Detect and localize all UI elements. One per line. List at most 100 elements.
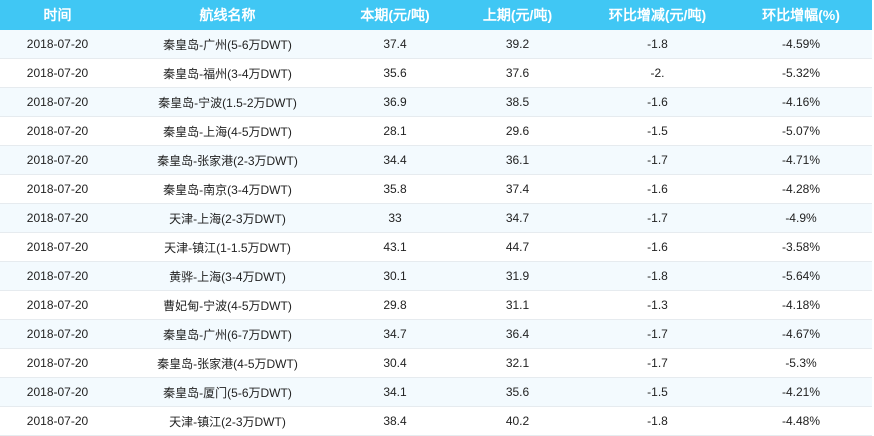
cell-date: 2018-07-20 [0,319,115,349]
table-row: 2018-07-20 秦皇岛-张家港(4-5万DWT) 30.4 32.1 -1.7 -5… [0,348,872,378]
cell-route: 天津-镇江(2-3万DWT) [115,406,340,436]
cell-date: 2018-07-20 [0,261,115,291]
cell-date: 2018-07-20 [0,174,115,204]
table-row: 2018-07-20 秦皇岛-张家港(2-3万DWT) 34.4 36.1 -1.7 -4… [0,145,872,175]
cell-change: -1.8 [585,261,730,291]
cell-change-pct: -4.28% [730,174,872,204]
cell-current: 36.9 [340,87,450,117]
cell-change-pct: -5.3% [730,348,872,378]
cell-date: 2018-07-20 [0,290,115,320]
header-route: 航线名称 [115,0,340,30]
cell-route: 秦皇岛-宁波(1.5-2万DWT) [115,87,340,117]
cell-change-pct: -5.64% [730,261,872,291]
cell-change-pct: -4.48% [730,406,872,436]
cell-current: 38.4 [340,406,450,436]
cell-route: 秦皇岛-张家港(4-5万DWT) [115,348,340,378]
cell-current: 30.1 [340,261,450,291]
cell-route: 秦皇岛-张家港(2-3万DWT) [115,145,340,175]
cell-change: -1.6 [585,174,730,204]
cell-previous: 31.1 [450,290,585,320]
cell-previous: 32.1 [450,348,585,378]
cell-date: 2018-07-20 [0,116,115,146]
cell-previous: 36.1 [450,145,585,175]
table-row: 2018-07-20 黄骅-上海(3-4万DWT) 30.1 31.9 -1.8 -5.6… [0,261,872,291]
table-header-row: 时间 航线名称 本期(元/吨) 上期(元/吨) 环比增减(元/吨) 环比增幅(%) [0,0,872,30]
table-row: 2018-07-20 秦皇岛-广州(5-6万DWT) 37.4 39.2 -1.8 -4.… [0,30,872,59]
cell-route: 秦皇岛-广州(6-7万DWT) [115,319,340,349]
cell-date: 2018-07-20 [0,348,115,378]
cell-date: 2018-07-20 [0,406,115,436]
cell-date: 2018-07-20 [0,377,115,407]
cell-change: -1.7 [585,319,730,349]
cell-previous: 35.6 [450,377,585,407]
cell-current: 30.4 [340,348,450,378]
table-body: 2018-07-20 秦皇岛-广州(5-6万DWT) 37.4 39.2 -1.8 -4.… [0,30,872,436]
cell-route: 秦皇岛-上海(4-5万DWT) [115,116,340,146]
cell-current: 33 [340,203,450,233]
table-row: 2018-07-20 天津-镇江(1-1.5万DWT) 43.1 44.7 -1.6 -3… [0,232,872,262]
cell-change: -1.3 [585,290,730,320]
cell-route: 曹妃甸-宁波(4-5万DWT) [115,290,340,320]
cell-previous: 39.2 [450,30,585,59]
cell-change: -1.6 [585,87,730,117]
cell-route: 天津-镇江(1-1.5万DWT) [115,232,340,262]
cell-previous: 34.7 [450,203,585,233]
cell-change-pct: -4.71% [730,145,872,175]
cell-change-pct: -5.07% [730,116,872,146]
cell-change: -2. [585,58,730,88]
cell-change: -1.6 [585,232,730,262]
cell-route: 黄骅-上海(3-4万DWT) [115,261,340,291]
table-row: 2018-07-20 秦皇岛-宁波(1.5-2万DWT) 36.9 38.5 -1.6-… [0,87,872,117]
table-row: 2018-07-20 秦皇岛-厦门(5-6万DWT) 34.1 35.6 -1.5 -4.… [0,377,872,407]
cell-change-pct: -4.59% [730,30,872,59]
cell-date: 2018-07-20 [0,30,115,59]
cell-change-pct: -4.67% [730,319,872,349]
cell-change-pct: -4.9% [730,203,872,233]
cell-change-pct: -3.58% [730,232,872,262]
table-row: 2018-07-20 天津-镇江(2-3万DWT) 38.4 40.2 -1.8 -4.4… [0,406,872,436]
header-current: 本期(元/吨) [340,0,450,30]
cell-current: 29.8 [340,290,450,320]
cell-date: 2018-07-20 [0,232,115,262]
cell-route: 天津-上海(2-3万DWT) [115,203,340,233]
table-row: 2018-07-20 秦皇岛-福州(3-4万DWT) 35.6 37.6 -2. -5.3… [0,58,872,88]
cell-change: -1.8 [585,406,730,436]
cell-change-pct: -5.32% [730,58,872,88]
cell-date: 2018-07-20 [0,203,115,233]
cell-current: 34.4 [340,145,450,175]
cell-change-pct: -4.18% [730,290,872,320]
cell-current: 35.8 [340,174,450,204]
cell-change: -1.7 [585,145,730,175]
cell-date: 2018-07-20 [0,58,115,88]
cell-current: 34.7 [340,319,450,349]
cell-route: 秦皇岛-福州(3-4万DWT) [115,58,340,88]
cell-previous: 40.2 [450,406,585,436]
cell-change: -1.5 [585,116,730,146]
cell-current: 35.6 [340,58,450,88]
cell-previous: 29.6 [450,116,585,146]
cell-route: 秦皇岛-厦门(5-6万DWT) [115,377,340,407]
header-previous: 上期(元/吨) [450,0,585,30]
cell-date: 2018-07-20 [0,87,115,117]
cell-previous: 38.5 [450,87,585,117]
cell-previous: 37.6 [450,58,585,88]
header-date: 时间 [0,0,115,30]
cell-date: 2018-07-20 [0,145,115,175]
cell-current: 34.1 [340,377,450,407]
cell-change: -1.7 [585,348,730,378]
table-row: 2018-07-20 曹妃甸-宁波(4-5万DWT) 29.8 31.1 -1.3 -4.… [0,290,872,320]
cell-current: 43.1 [340,232,450,262]
cell-change: -1.8 [585,30,730,59]
cell-previous: 44.7 [450,232,585,262]
table-row: 2018-07-20 天津-上海(2-3万DWT) 33 34.7 -1.7 -4.9% [0,203,872,233]
table-row: 2018-07-20 秦皇岛-南京(3-4万DWT) 35.8 37.4 -1.6 -4.… [0,174,872,204]
cell-change: -1.7 [585,203,730,233]
cell-change-pct: -4.16% [730,87,872,117]
cell-change: -1.5 [585,377,730,407]
cell-route: 秦皇岛-南京(3-4万DWT) [115,174,340,204]
cell-route: 秦皇岛-广州(5-6万DWT) [115,30,340,59]
cell-current: 28.1 [340,116,450,146]
table-row: 2018-07-20 秦皇岛-上海(4-5万DWT) 28.1 29.6 -1.5 -5.… [0,116,872,146]
cell-previous: 36.4 [450,319,585,349]
